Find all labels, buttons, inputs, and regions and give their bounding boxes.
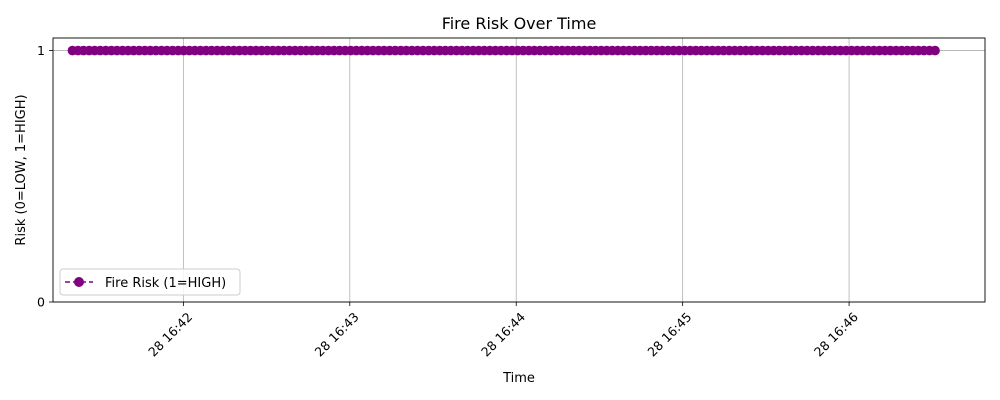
x-tick-label: 28 16:46 — [811, 309, 861, 359]
grid — [53, 38, 985, 303]
y-tick-label: 1 — [37, 43, 45, 58]
series-layer — [67, 45, 940, 56]
legend-label: Fire Risk (1=HIGH) — [105, 276, 226, 291]
x-tick-label: 28 16:45 — [644, 309, 694, 359]
y-axis-label: Risk (0=LOW, 1=HIGH) — [14, 94, 29, 245]
ticks: 28 16:42 28 16:43 28 16:44 28 16:45 28 16:46… — [37, 43, 861, 359]
legend-box — [59, 268, 241, 296]
x-axis-label: Time — [502, 371, 535, 386]
x-tick-label: 28 16:43 — [312, 309, 362, 359]
x-tick-label: 28 16:44 — [478, 309, 528, 359]
x-tick-label: 28 16:42 — [145, 309, 195, 359]
legend: Fire Risk (1=HIGH) — [59, 268, 241, 296]
plot-frame — [52, 37, 986, 303]
chart-title: Fire Risk Over Time — [442, 14, 597, 33]
data-point — [930, 45, 940, 56]
y-tick-label: 0 — [37, 295, 45, 310]
legend-marker-swatch — [74, 277, 84, 287]
